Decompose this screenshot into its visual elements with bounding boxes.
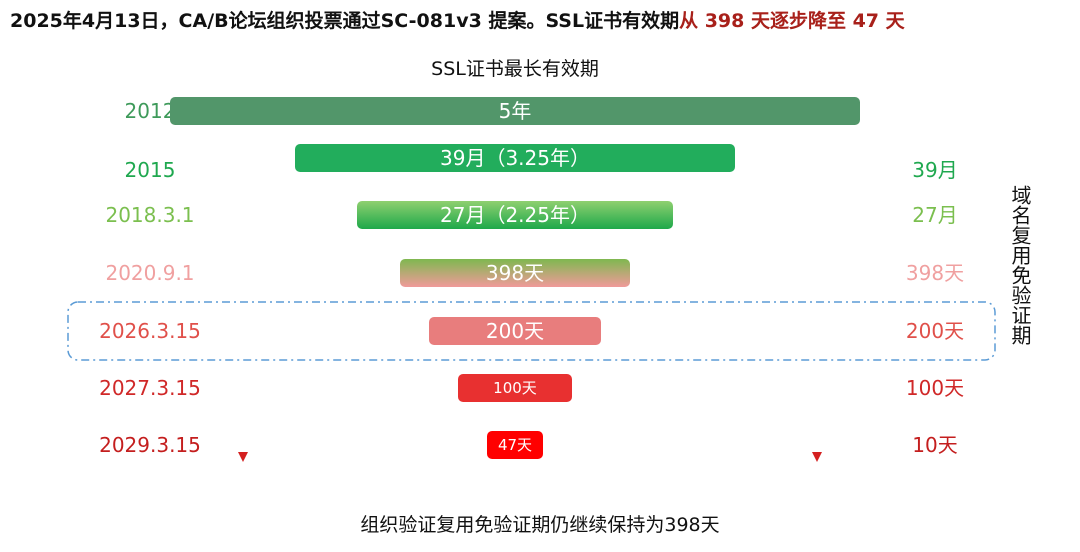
bar: 100天 — [458, 374, 572, 402]
arrow-head — [238, 452, 248, 462]
title-highlight: 从 398 天逐步降至 47 天 — [679, 10, 905, 32]
date-label: 2029.3.15 — [99, 433, 201, 457]
date-label: 2018.3.1 — [105, 203, 195, 227]
bar: 200天 — [429, 317, 601, 345]
side-label: 27月 — [912, 203, 958, 227]
side-label: 398天 — [905, 261, 965, 285]
side-label: 200天 — [905, 319, 965, 343]
footer: 组织验证复用免验证期仍继续保持为398天 — [360, 514, 720, 536]
date-label: 2020.9.1 — [105, 261, 195, 285]
date-label: 2012 — [124, 99, 176, 123]
title: 2025年4月13日，CA/B论坛组织投票通过SC-081v3 提案。SSL证书… — [10, 6, 905, 33]
side-label: 39月 — [912, 158, 958, 182]
side-label: 10天 — [912, 433, 958, 457]
arrow-head — [812, 452, 822, 462]
subtitle: SSL证书最长有效期 — [431, 58, 599, 80]
highlight-box — [67, 301, 996, 361]
title-text: 2025年4月13日，CA/B论坛组织投票通过SC-081v3 提案。SSL证书… — [10, 10, 680, 32]
side-label: 100天 — [905, 376, 965, 400]
date-label: 2027.3.15 — [99, 376, 201, 400]
bar: 27月（2.25年） — [357, 201, 673, 229]
date-label: 2015 — [124, 158, 176, 182]
bar: 398天 — [400, 259, 630, 287]
bar: 5年 — [170, 97, 860, 125]
bar: 39月（3.25年） — [295, 144, 735, 172]
side-note: 域名复用免验证期 — [1008, 185, 1032, 345]
date-label: 2026.3.15 — [99, 319, 201, 343]
bar: 47天 — [487, 431, 543, 459]
